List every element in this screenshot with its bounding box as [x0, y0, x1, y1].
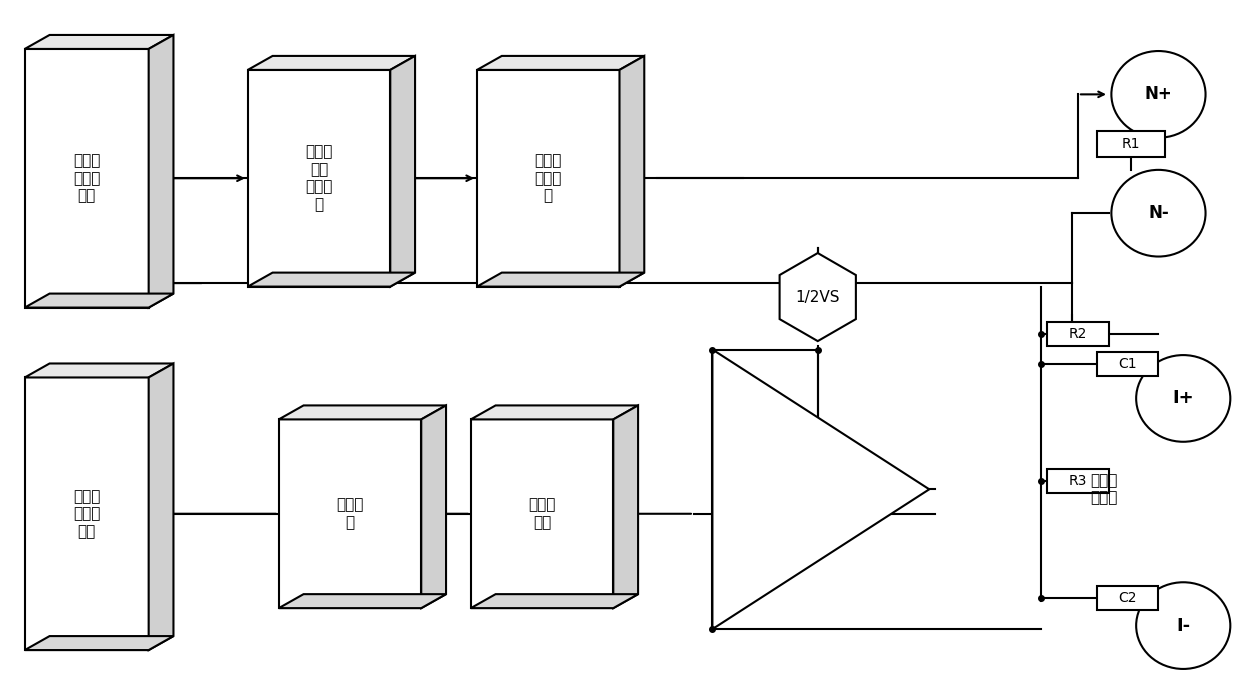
Polygon shape — [279, 594, 446, 608]
Polygon shape — [613, 405, 638, 608]
Bar — [1097, 586, 1158, 610]
Polygon shape — [248, 273, 415, 287]
Polygon shape — [25, 363, 173, 377]
Ellipse shape — [1111, 170, 1206, 257]
Ellipse shape — [1111, 51, 1206, 138]
Bar — [1097, 131, 1165, 157]
Text: 高通滤
波、限
流: 高通滤 波、限 流 — [534, 153, 563, 203]
Text: R3: R3 — [1069, 474, 1087, 488]
Text: 采样信
号放大: 采样信 号放大 — [1090, 473, 1118, 505]
Ellipse shape — [1136, 355, 1230, 442]
Text: 信号测
量: 信号测 量 — [336, 498, 364, 530]
Polygon shape — [25, 49, 149, 308]
Polygon shape — [248, 56, 415, 70]
Polygon shape — [390, 56, 415, 287]
Polygon shape — [471, 405, 638, 419]
Polygon shape — [477, 273, 644, 287]
Polygon shape — [149, 35, 173, 308]
Polygon shape — [279, 405, 446, 419]
Polygon shape — [25, 377, 149, 650]
Polygon shape — [25, 636, 173, 650]
Polygon shape — [471, 594, 638, 608]
Polygon shape — [279, 419, 421, 608]
Text: N-: N- — [1149, 204, 1168, 222]
Text: 计算，
分析处
理。: 计算， 分析处 理。 — [73, 489, 100, 539]
Bar — [1047, 322, 1109, 346]
Polygon shape — [25, 294, 173, 308]
Text: 整流、
滤波: 整流、 滤波 — [528, 498, 556, 530]
Polygon shape — [477, 70, 620, 287]
Polygon shape — [421, 405, 446, 608]
Polygon shape — [779, 253, 856, 341]
Text: R2: R2 — [1069, 327, 1087, 341]
Polygon shape — [620, 56, 644, 287]
Text: C1: C1 — [1118, 357, 1137, 371]
Text: 1/2VS: 1/2VS — [795, 289, 840, 305]
Text: N+: N+ — [1145, 85, 1172, 103]
Text: 激励信
号整
流、放
大: 激励信 号整 流、放 大 — [305, 145, 333, 212]
Text: I-: I- — [1176, 617, 1191, 635]
Text: C2: C2 — [1119, 591, 1136, 605]
Polygon shape — [149, 363, 173, 650]
Text: I+: I+ — [1172, 389, 1194, 408]
Polygon shape — [25, 35, 173, 49]
Polygon shape — [248, 70, 390, 287]
Polygon shape — [712, 350, 929, 629]
Polygon shape — [471, 419, 613, 608]
Text: 正弦激
励信号
生成: 正弦激 励信号 生成 — [73, 153, 100, 203]
Text: R1: R1 — [1121, 137, 1140, 151]
Polygon shape — [477, 56, 644, 70]
Ellipse shape — [1136, 582, 1230, 669]
Bar — [1047, 469, 1109, 493]
Bar — [1097, 352, 1158, 376]
